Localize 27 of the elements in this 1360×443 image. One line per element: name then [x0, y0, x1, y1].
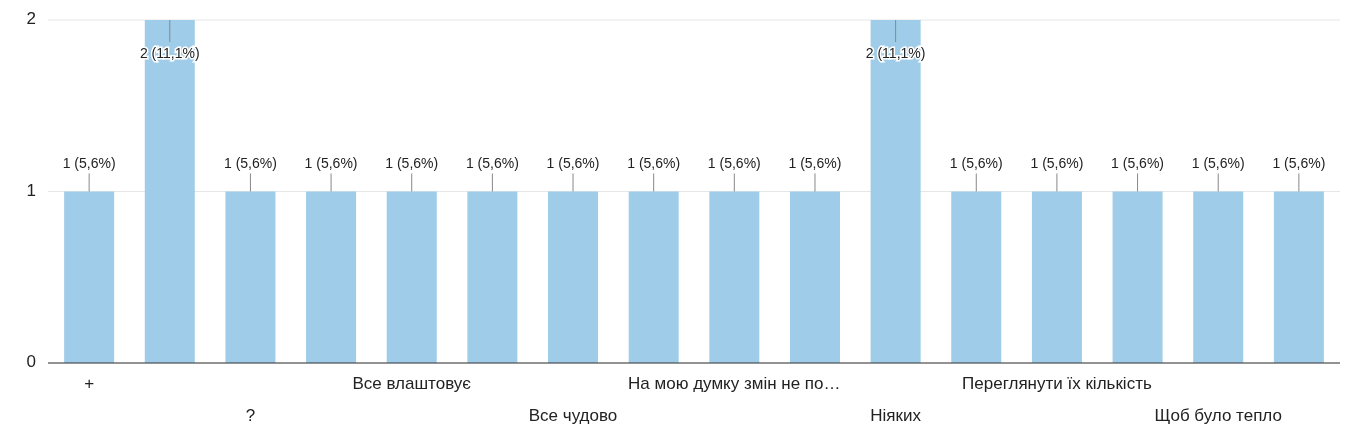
data-label: 1 (5,6%) — [304, 154, 358, 171]
data-label: 1 (5,6%) — [627, 154, 681, 171]
x-tick-label: ? — [245, 406, 256, 425]
y-tick-label: 0 — [26, 352, 36, 372]
data-label: 1 (5,6%) — [788, 154, 842, 171]
x-tick-label: Переглянути їх кількість — [962, 374, 1152, 393]
x-tick-label: Все влаштовує — [352, 374, 472, 393]
data-label: 1 (5,6%) — [465, 154, 519, 171]
data-label: 1 (5,6%) — [223, 154, 277, 171]
data-label: 1 (5,6%) — [546, 154, 600, 171]
data-label: 1 (5,6%) — [949, 154, 1003, 171]
x-tick-label: + — [84, 374, 95, 393]
x-tick-label: Щоб було тепло — [1154, 406, 1282, 425]
data-label: 1 (5,6%) — [1191, 154, 1245, 171]
y-tick-label: 2 — [26, 9, 36, 29]
data-label: 1 (5,6%) — [62, 154, 116, 171]
x-tick-label: Все чудово — [528, 406, 618, 425]
data-label: 1 (5,6%) — [385, 154, 439, 171]
data-label: 2 (11,1%) — [865, 45, 926, 61]
data-label: 1 (5,6%) — [707, 154, 761, 171]
x-tick-label: Ніяких — [870, 406, 922, 425]
data-label: 1 (5,6%) — [1272, 154, 1326, 171]
data-label: 1 (5,6%) — [1111, 154, 1165, 171]
data-label: 1 (5,6%) — [1030, 154, 1084, 171]
data-label: 2 (11,1%) — [139, 45, 200, 61]
y-tick-label: 1 — [26, 180, 36, 200]
x-tick-label: На мою думку змін не по… — [628, 374, 841, 393]
